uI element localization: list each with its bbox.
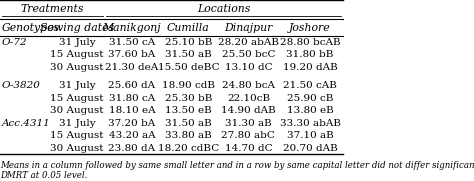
Text: 27.80 abC: 27.80 abC [221,131,275,140]
Text: 25.90 cB: 25.90 cB [287,94,333,103]
Text: Sowing dates: Sowing dates [40,23,114,33]
Text: 31.50 cA: 31.50 cA [109,38,155,47]
Text: 15 August: 15 August [50,131,104,140]
Text: 37.60 bA: 37.60 bA [108,50,155,60]
Text: 15 August: 15 August [50,94,104,103]
Text: 24.80 bcA: 24.80 bcA [222,81,275,90]
Text: 28.20 abAB: 28.20 abAB [218,38,279,47]
Text: Genotypes: Genotypes [2,23,60,33]
Text: 31.80 bB: 31.80 bB [286,50,334,60]
Text: 31 July: 31 July [59,38,95,47]
Text: 31.50 aB: 31.50 aB [165,50,212,60]
Text: 31 July: 31 July [59,81,95,90]
Text: 13.50 eB: 13.50 eB [165,106,212,115]
Text: 25.10 bB: 25.10 bB [165,38,212,47]
Text: 30 August: 30 August [50,63,104,72]
Text: 28.80 bcAB: 28.80 bcAB [280,38,340,47]
Text: Cumilla: Cumilla [167,23,210,33]
Text: 33.30 abAB: 33.30 abAB [280,119,340,128]
Text: 25.60 dA: 25.60 dA [109,81,155,90]
Text: Manikgonj: Manikgonj [102,23,161,33]
Text: 18.10 eA: 18.10 eA [109,106,155,115]
Text: 25.30 bB: 25.30 bB [165,94,212,103]
Text: 18.20 cdBC: 18.20 cdBC [158,144,219,153]
Text: 19.20 dAB: 19.20 dAB [283,63,337,72]
Text: 21.50 cAB: 21.50 cAB [283,81,337,90]
Text: Acc.4311: Acc.4311 [2,119,50,128]
Text: 14.90 dAB: 14.90 dAB [221,106,276,115]
Text: Means in a column followed by same small letter and in a row by same capital let: Means in a column followed by same small… [0,161,474,180]
Text: 13.80 eB: 13.80 eB [287,106,333,115]
Text: Treatments: Treatments [20,5,84,14]
Text: 13.10 dC: 13.10 dC [225,63,272,72]
Text: O-72: O-72 [2,38,27,47]
Text: 21.30 deA: 21.30 deA [105,63,158,72]
Text: 14.70 dC: 14.70 dC [225,144,272,153]
Text: 15.50 deBC: 15.50 deBC [158,63,219,72]
Text: 31.80 cA: 31.80 cA [109,94,155,103]
Text: 31.30 aB: 31.30 aB [225,119,272,128]
Text: 20.70 dAB: 20.70 dAB [283,144,337,153]
Text: 25.50 bcC: 25.50 bcC [222,50,275,60]
Text: 31.50 aB: 31.50 aB [165,119,212,128]
Text: 31 July: 31 July [59,119,95,128]
Text: 23.80 dA: 23.80 dA [109,144,155,153]
Text: 15 August: 15 August [50,50,104,60]
Text: Locations: Locations [197,5,250,14]
Text: 30 August: 30 August [50,106,104,115]
Text: 22.10cB: 22.10cB [227,94,270,103]
Text: 30 August: 30 August [50,144,104,153]
Text: Dinajpur: Dinajpur [224,23,273,33]
Text: 33.80 aB: 33.80 aB [165,131,212,140]
Text: 43.20 aA: 43.20 aA [109,131,155,140]
Text: 37.20 bA: 37.20 bA [108,119,155,128]
Text: Joshore: Joshore [289,23,331,33]
Text: 37.10 aB: 37.10 aB [287,131,333,140]
Text: O-3820: O-3820 [2,81,41,90]
Text: 18.90 cdB: 18.90 cdB [162,81,215,90]
